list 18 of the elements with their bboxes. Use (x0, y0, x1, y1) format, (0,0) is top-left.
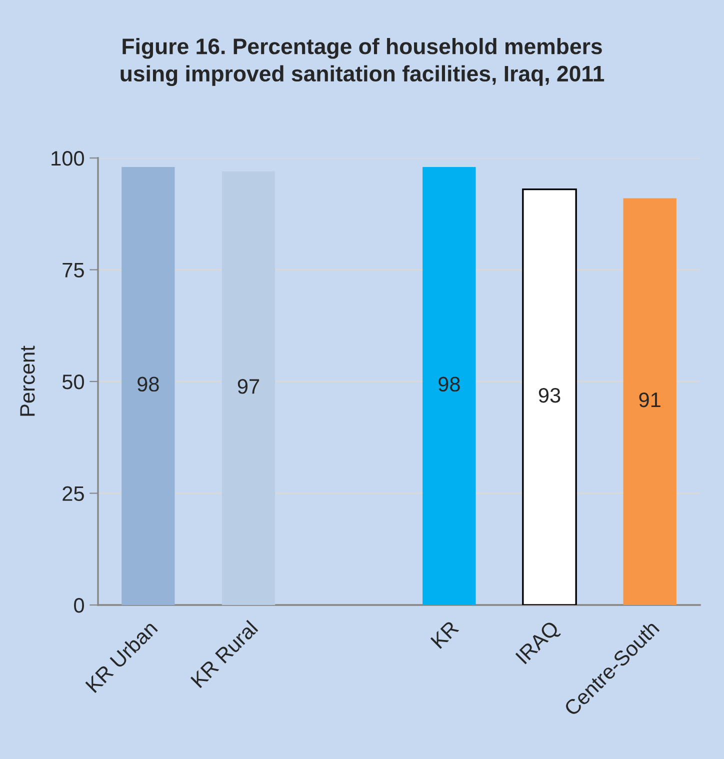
y-tick-label: 0 (74, 598, 84, 613)
data-label: 98 (138, 376, 159, 392)
data-label: 97 (238, 379, 260, 394)
y-tick-label: 50 (62, 374, 84, 390)
y-tick-label: 25 (62, 486, 84, 502)
y-axis-title: Percent (20, 346, 35, 416)
bar (122, 166, 175, 605)
data-label: 93 (538, 388, 560, 403)
bar (623, 198, 676, 605)
y-tick-label: 100 (52, 151, 84, 166)
bar (222, 171, 276, 605)
data-label: 91 (639, 392, 660, 408)
chart-title: Figure 16. Percentage of household members using improved sanitation facilities, Iraq, 2011 (120, 38, 604, 86)
bar (522, 188, 577, 605)
y-tick-label: 75 (62, 262, 84, 278)
data-label: 98 (438, 376, 460, 392)
bar (422, 166, 476, 605)
x-tick-label: KR (430, 620, 460, 649)
